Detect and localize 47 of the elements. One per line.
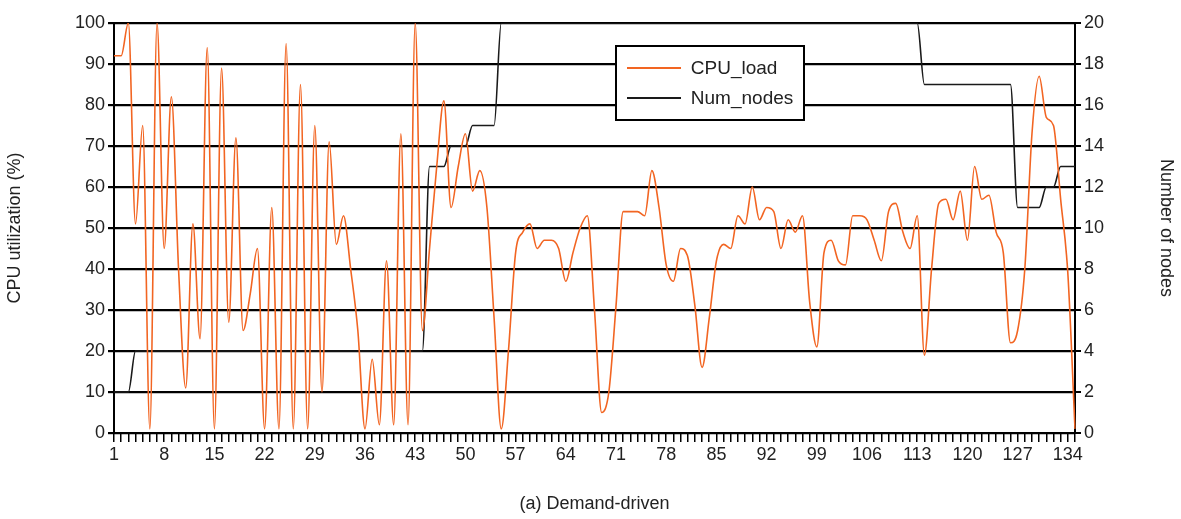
y2-tick-label: 16 xyxy=(1084,93,1105,114)
legend-label: Num_nodes xyxy=(690,87,794,109)
y2-tick-label: 12 xyxy=(1084,175,1105,196)
y2-tick-label: 10 xyxy=(1084,216,1105,237)
y-tick-label: 50 xyxy=(84,216,105,237)
x-tick-label: 85 xyxy=(706,443,727,464)
x-tick-label: 71 xyxy=(606,443,627,464)
y-tick-label: 70 xyxy=(84,134,105,155)
x-tick-label: 92 xyxy=(756,443,777,464)
x-tick-label: 15 xyxy=(204,443,225,464)
x-tick-label: 50 xyxy=(455,443,476,464)
y2-axis-title: Number of nodes xyxy=(1157,158,1178,298)
x-tick-label: 120 xyxy=(952,443,983,464)
x-tick-label: 134 xyxy=(1052,443,1083,464)
y2-tick-label: 18 xyxy=(1084,52,1105,73)
x-tick-label: 78 xyxy=(656,443,677,464)
x-tick-label: 8 xyxy=(159,443,170,464)
y-tick-label: 20 xyxy=(84,339,105,360)
y-tick-label: 10 xyxy=(84,380,105,401)
y-tick-label: 80 xyxy=(84,93,105,114)
y2-tick-label: 6 xyxy=(1084,298,1095,319)
y2-tick-label: 8 xyxy=(1084,257,1095,278)
y2-tick-label: 20 xyxy=(1084,11,1105,32)
y2-tick-label: 0 xyxy=(1084,421,1095,442)
x-tick-label: 22 xyxy=(254,443,275,464)
x-tick-label: 57 xyxy=(505,443,526,464)
y2-tick-label: 14 xyxy=(1084,134,1105,155)
y-tick-label: 100 xyxy=(74,11,105,32)
y-tick-label: 0 xyxy=(94,421,105,442)
x-tick-label: 64 xyxy=(555,443,576,464)
y2-tick-label: 4 xyxy=(1084,339,1095,360)
y-tick-label: 30 xyxy=(84,298,105,319)
x-tick-label: 1 xyxy=(108,443,120,464)
y-tick-label: 90 xyxy=(84,52,105,73)
x-tick-label: 99 xyxy=(806,443,827,464)
y-axis-title: CPU utilization (%) xyxy=(3,152,24,304)
y2-tick-label: 2 xyxy=(1084,380,1095,401)
x-tick-label: 113 xyxy=(902,443,932,464)
x-axis-title: (a) Demand-driven xyxy=(519,493,670,514)
x-tick-label: 36 xyxy=(354,443,376,464)
legend-label: CPU_load xyxy=(690,57,778,79)
x-tick-label: 106 xyxy=(852,443,883,464)
x-tick-label: 43 xyxy=(405,443,426,464)
x-tick-label: 29 xyxy=(304,443,325,464)
y-tick-label: 40 xyxy=(84,257,105,278)
x-tick-label: 127 xyxy=(1002,443,1033,464)
y-tick-label: 60 xyxy=(84,175,105,196)
